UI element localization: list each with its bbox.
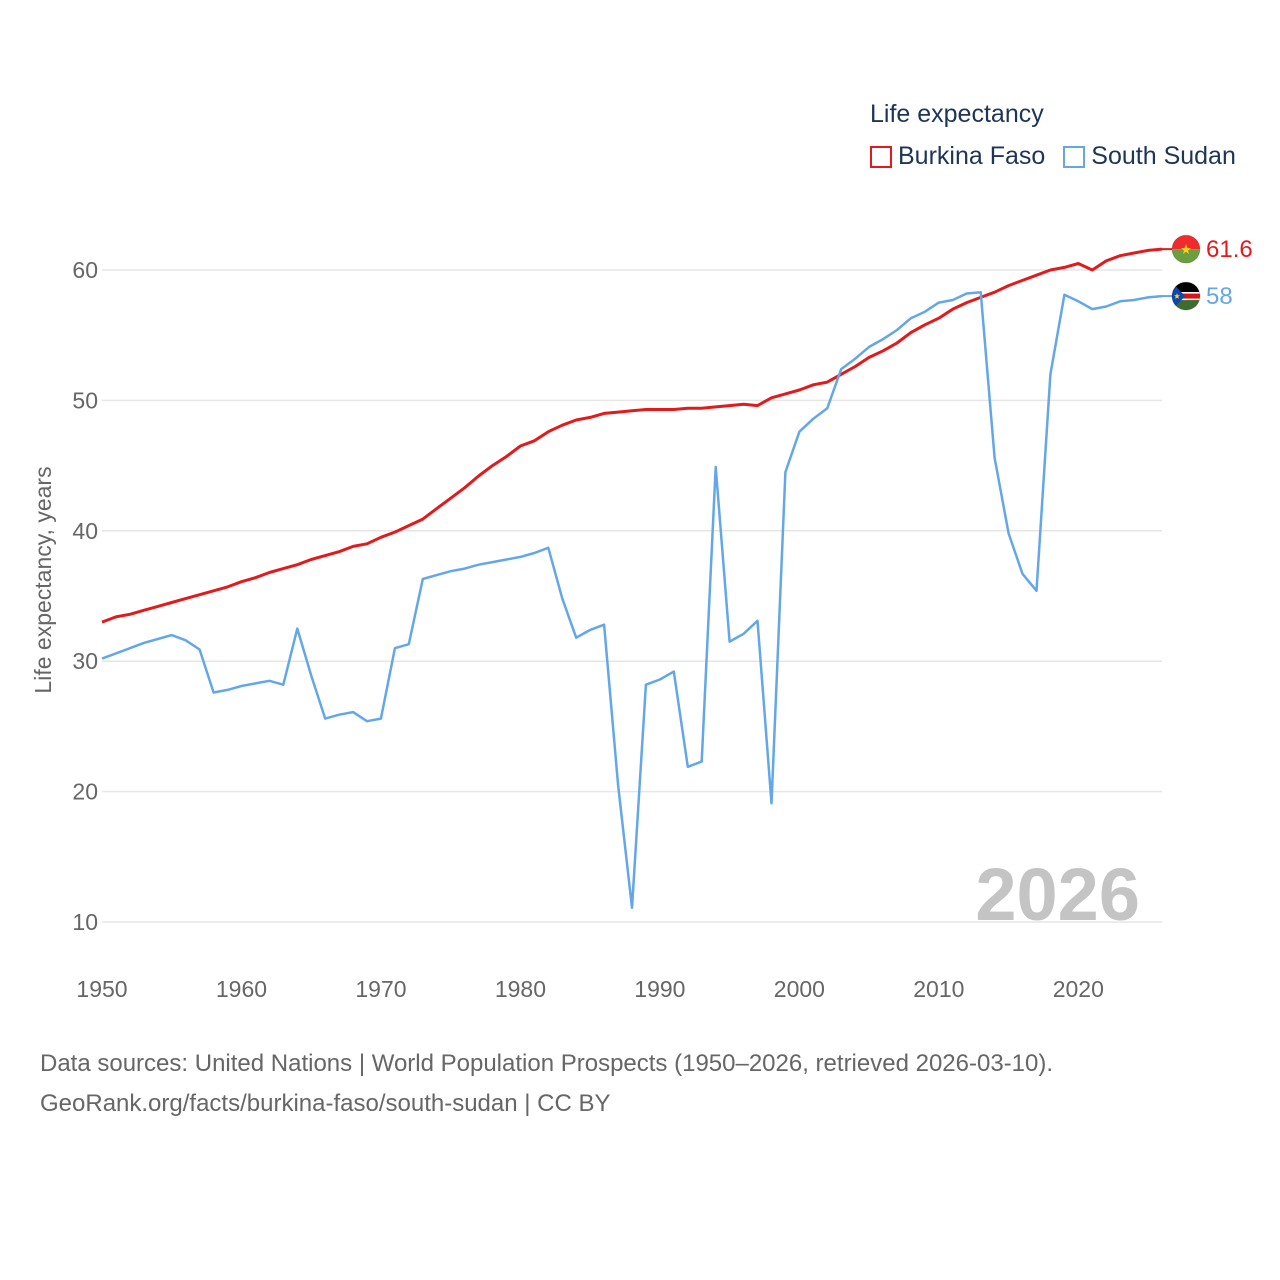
x-tick-label: 1980 — [495, 976, 546, 1002]
x-tick-label: 1960 — [216, 976, 267, 1002]
x-tick-label: 1970 — [355, 976, 406, 1002]
y-tick-label: 60 — [72, 257, 98, 283]
legend-item-burkina-faso[interactable]: Burkina Faso — [870, 142, 1045, 171]
legend-title: Life expectancy — [870, 100, 1044, 128]
legend-swatch-south-sudan — [1063, 145, 1086, 168]
data-sources: Data sources: United Nations | World Pop… — [40, 1050, 1054, 1077]
y-tick-label: 10 — [72, 909, 98, 935]
end-value-label-south-sudan: 58 — [1206, 283, 1233, 310]
x-tick-label: 2010 — [913, 976, 964, 1002]
flag-burkina-faso-icon — [1171, 234, 1201, 264]
series-line-burkina-faso[interactable] — [101, 247, 1163, 624]
flag-south-sudan-icon — [1171, 281, 1201, 311]
footer: Data sources: United Nations | World Pop… — [40, 1044, 1053, 1124]
legend: Burkina Faso South Sudan — [870, 142, 1236, 171]
source-link[interactable]: GeoRank.org/facts/burkina-faso/south-sud… — [40, 1090, 611, 1117]
end-value-label-burkina-faso: 61.6 — [1206, 236, 1253, 263]
x-tick-label: 1990 — [634, 976, 685, 1002]
current-year-label: 2026 — [975, 853, 1140, 936]
y-tick-label: 40 — [72, 518, 98, 544]
x-tick-label: 2020 — [1053, 976, 1104, 1002]
legend-item-south-sudan[interactable]: South Sudan — [1063, 142, 1236, 171]
legend-label-burkina-faso: Burkina Faso — [898, 142, 1046, 170]
y-tick-label: 20 — [72, 779, 98, 805]
x-tick-label: 1950 — [76, 976, 127, 1002]
series-line-south-sudan[interactable] — [101, 290, 1163, 909]
y-tick-label: 30 — [72, 648, 98, 674]
y-tick-label: 50 — [72, 387, 98, 413]
legend-label-south-sudan: South Sudan — [1091, 142, 1236, 170]
legend-swatch-burkina-faso — [870, 145, 892, 168]
x-tick-label: 2000 — [774, 976, 825, 1002]
y-axis-label: Life expectancy, years — [30, 466, 56, 693]
